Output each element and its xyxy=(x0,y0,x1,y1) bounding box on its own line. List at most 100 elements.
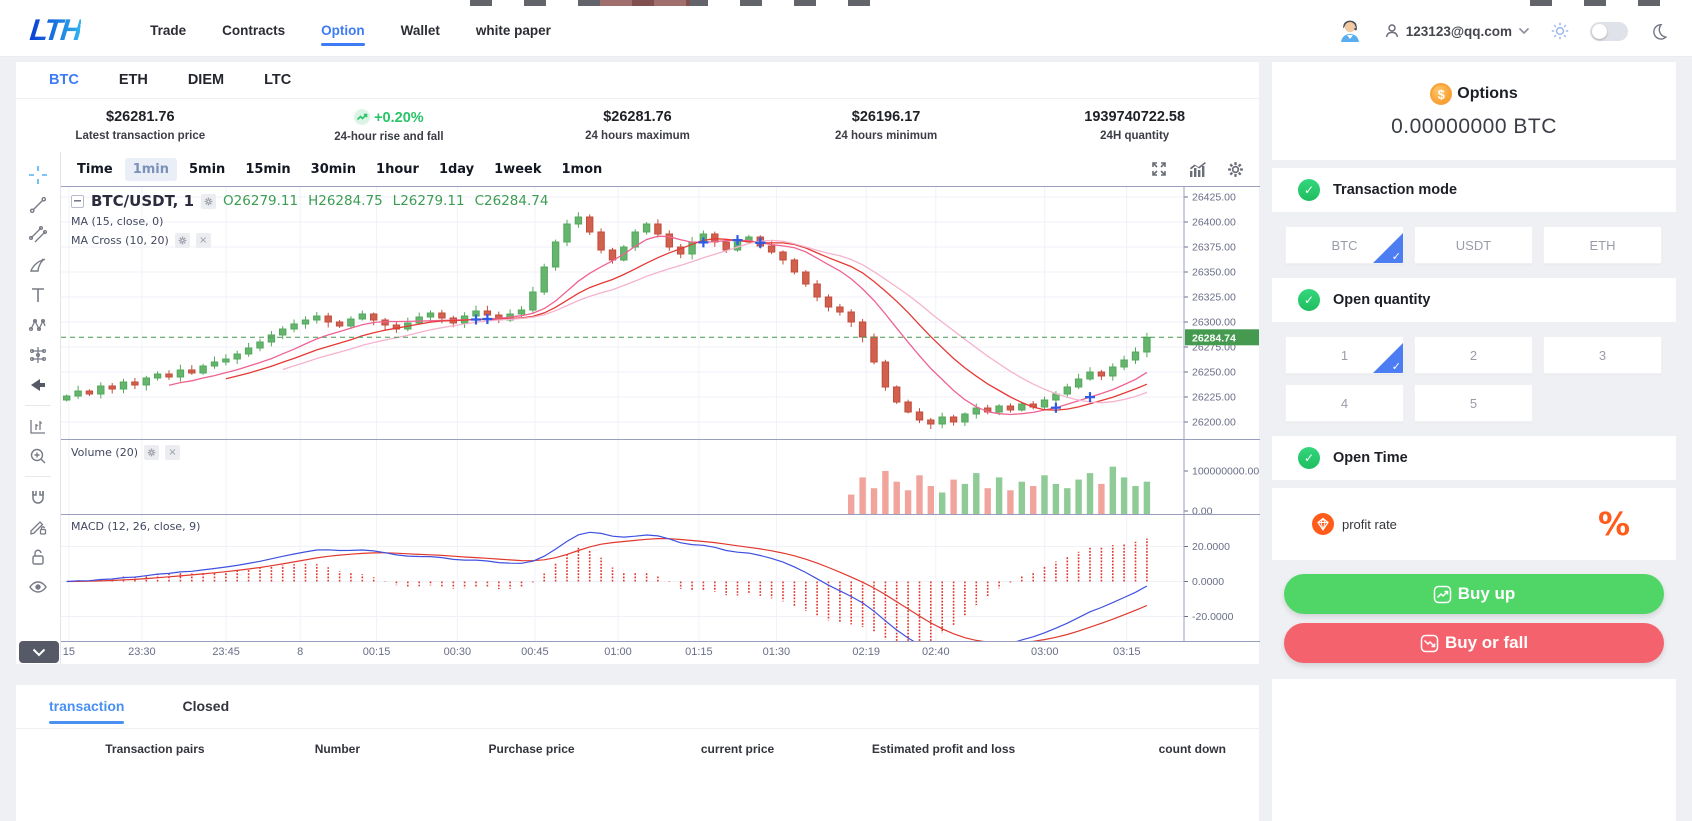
chart-legend: BTC/USDT, 1 O26279.11 H26284.75 L26279.1… xyxy=(71,192,548,248)
timeframe-button[interactable]: 5min xyxy=(189,161,226,177)
timeframe-button[interactable]: 15min xyxy=(245,161,291,177)
nav-item[interactable]: Option xyxy=(321,16,365,46)
volume-settings-icon[interactable] xyxy=(144,445,159,460)
nav-menu: Trade Contracts Option Wallet white paper xyxy=(150,16,551,46)
market-stat: $26281.76 24 hours maximum xyxy=(585,109,690,142)
trend-line-icon[interactable] xyxy=(16,190,60,220)
svg-text:26400.00: 26400.00 xyxy=(1192,217,1236,229)
timeframe-button[interactable]: Time xyxy=(77,161,113,177)
time-axis-label: 23:30 xyxy=(128,646,156,658)
svg-text:26350.00: 26350.00 xyxy=(1192,267,1236,279)
open-quantity-label: Open quantity xyxy=(1333,292,1431,308)
lock-icon[interactable] xyxy=(16,542,60,572)
brush-icon[interactable] xyxy=(16,250,60,280)
indicators-icon[interactable] xyxy=(1186,158,1208,180)
collapse-legend-icon[interactable] xyxy=(71,194,84,208)
timeframe-button[interactable]: 1day xyxy=(438,161,475,177)
text-tool-icon[interactable] xyxy=(16,280,60,310)
measure-icon[interactable] xyxy=(16,411,60,441)
coin-tab[interactable]: BTC xyxy=(49,72,79,88)
time-axis-label: 03:15 xyxy=(1112,646,1141,658)
table-header-cell: Purchase price xyxy=(488,742,575,756)
mode-option-button[interactable]: ETH✓ xyxy=(1543,226,1662,264)
ohlc-high: H26284.75 xyxy=(308,193,383,209)
time-axis[interactable]: 15 23:30 23:45 8 00:15 00:30 00:45 01:00 01:15 01… xyxy=(61,642,1260,664)
nav-item[interactable]: Wallet xyxy=(400,23,440,38)
svg-text:0.00: 0.00 xyxy=(1192,506,1213,515)
xabcd-pattern-icon[interactable] xyxy=(16,310,60,340)
check-icon: ✓ xyxy=(1298,447,1320,469)
options-title: Options xyxy=(1457,85,1518,102)
support-agent-icon[interactable] xyxy=(1336,17,1364,45)
parallel-lines-icon[interactable] xyxy=(16,220,60,250)
svg-text:26375.00: 26375.00 xyxy=(1192,242,1236,254)
crosshair-icon[interactable] xyxy=(16,160,60,190)
timeframe-button[interactable]: 1min xyxy=(124,157,177,181)
coin-tab[interactable]: DIEM xyxy=(187,72,225,88)
arrow-tool-icon[interactable] xyxy=(16,370,60,400)
collapse-toolbar-button[interactable] xyxy=(19,641,59,663)
chevron-down-icon xyxy=(1518,27,1530,35)
positions-tab[interactable]: Closed xyxy=(182,697,230,714)
timeframe-button[interactable]: 1hour xyxy=(376,161,419,177)
magnet-icon[interactable] xyxy=(16,482,60,512)
time-axis-label: 00:15 xyxy=(362,646,391,658)
open-quantity-header: ✓ Open quantity xyxy=(1272,278,1676,322)
transaction-mode-label: Transaction mode xyxy=(1333,182,1458,198)
drawing-lock-icon[interactable] xyxy=(16,512,60,542)
ma-cross-settings-icon[interactable] xyxy=(174,233,190,248)
gem-icon xyxy=(1312,513,1334,535)
forecast-tool-icon[interactable] xyxy=(16,340,60,370)
timeframe-button[interactable]: 30min xyxy=(310,161,357,177)
macd-pane[interactable]: 20.0000 0.0000 -20.0000 MACD (12, 26, clos… xyxy=(61,514,1260,642)
macd-label: MACD (12, 26, close, 9) xyxy=(71,520,201,533)
market-stat: +0.20% 24-hour rise and fall xyxy=(334,108,444,143)
quantity-option-button[interactable]: 4✓ xyxy=(1285,384,1404,422)
mode-option-button[interactable]: BTC ✓ xyxy=(1285,226,1404,264)
ma-cross-remove-icon[interactable]: × xyxy=(195,233,211,248)
cropped-content-sliver xyxy=(0,0,1692,6)
svg-text:20.0000: 20.0000 xyxy=(1192,541,1230,553)
price-pane[interactable]: 26425.00 26400.00 26375.00 26350.00 26325.00… xyxy=(61,187,1260,439)
mode-option-button[interactable]: USDT✓ xyxy=(1414,226,1533,264)
open-time-header: ✓ Open Time xyxy=(1272,436,1676,480)
trend-down-box-icon xyxy=(1420,634,1439,652)
theme-toggle[interactable] xyxy=(1590,21,1628,41)
fullscreen-icon[interactable] xyxy=(1148,158,1170,180)
timeframe-button[interactable]: 1mon xyxy=(561,161,603,177)
buy-up-button[interactable]: Buy up xyxy=(1284,574,1664,614)
account-menu[interactable]: 123123@qq.com xyxy=(1384,23,1530,39)
transaction-mode-header: ✓ Transaction mode xyxy=(1272,168,1676,212)
volume-remove-icon[interactable]: × xyxy=(165,445,180,460)
market-chart-card: BTC ETH DIEM LTC $26281.76 Latest transacti… xyxy=(16,62,1260,664)
eye-icon[interactable] xyxy=(16,572,60,602)
time-axis-label: 01:00 xyxy=(604,646,632,658)
zoom-in-icon[interactable] xyxy=(16,441,60,471)
svg-text:26200.00: 26200.00 xyxy=(1192,417,1236,429)
positions-table-header: Transaction pairs Number Purchase price cur… xyxy=(16,729,1259,769)
volume-pane[interactable]: 100000000.00 0.00 Volume (20) × xyxy=(61,439,1260,514)
timeframe-button[interactable]: 1week xyxy=(494,161,542,177)
coin-tab[interactable]: ETH xyxy=(118,72,148,88)
quantity-option-button[interactable]: 3✓ xyxy=(1543,336,1662,374)
chart-settings-icon[interactable] xyxy=(1224,158,1246,180)
positions-tab[interactable]: transaction xyxy=(49,690,124,724)
quantity-options: 1✓ 2✓ 3✓ 4✓ 5✓ xyxy=(1272,330,1676,428)
quantity-option-button[interactable]: 1 ✓ xyxy=(1285,336,1404,374)
buy-fall-button[interactable]: Buy or fall xyxy=(1284,623,1664,663)
nav-item[interactable]: white paper xyxy=(475,23,551,38)
nav-item[interactable]: Contracts xyxy=(222,23,286,38)
toolbar-divider xyxy=(25,405,51,406)
nav-item[interactable]: Trade xyxy=(150,23,187,38)
symbol-settings-icon[interactable] xyxy=(201,193,217,209)
volume-label: Volume (20) xyxy=(71,446,138,459)
svg-text:26250.00: 26250.00 xyxy=(1192,367,1236,379)
time-axis-label: 00:45 xyxy=(521,646,549,658)
timeframe-row: Time 1min 5min 15min 30min 1hour 1day 1week 1mon xyxy=(61,152,1260,186)
positions-tabs: transaction Closed xyxy=(16,685,1259,729)
check-icon: ✓ xyxy=(1298,179,1320,201)
coin-tab[interactable]: LTC xyxy=(264,72,292,88)
quantity-option-button[interactable]: 5✓ xyxy=(1414,384,1533,422)
quantity-option-button[interactable]: 2✓ xyxy=(1414,336,1533,374)
lth-logo[interactable]: LTH xyxy=(28,14,82,47)
